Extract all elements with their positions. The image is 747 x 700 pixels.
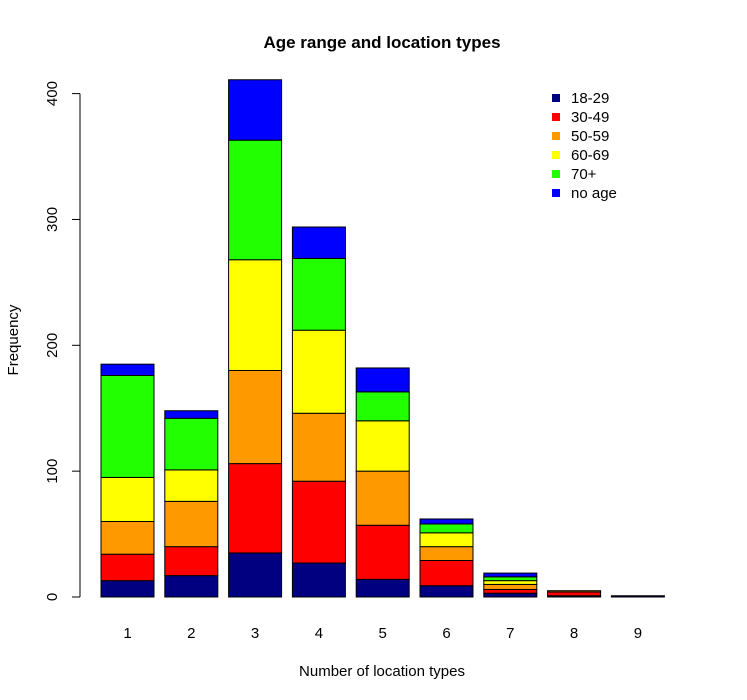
- bar-segment-70+-cat-4: [291, 257, 346, 331]
- x-tick-label: 9: [634, 625, 642, 642]
- bar-segment-50-59-cat-6: [419, 546, 474, 562]
- bar-segment-30-49-cat-5: [355, 524, 410, 580]
- x-tick-label: 1: [123, 625, 131, 642]
- bar-segment-70+-cat-1: [100, 375, 155, 478]
- bar-segment-70+-cat-7: [483, 576, 538, 582]
- bar-segment-30-49-cat-8: [547, 591, 602, 597]
- bar-segment-60-69-cat-3: [228, 259, 283, 371]
- legend-swatch: [552, 94, 560, 102]
- bar-segment-60-69-cat-7: [483, 580, 538, 585]
- legend-swatch: [552, 189, 560, 197]
- x-axis-label: Number of location types: [299, 663, 465, 680]
- bar-segment-no-age-cat-6: [419, 518, 474, 525]
- bar-segment-no-age-cat-4: [291, 226, 346, 259]
- bars-group: [100, 79, 665, 598]
- y-tick-label: 200: [44, 333, 61, 358]
- bar-segment-18-29-cat-7: [483, 592, 538, 598]
- y-tick-label: 100: [44, 459, 61, 484]
- bar-segment-70+-cat-6: [419, 523, 474, 534]
- bar-segment-60-69-cat-4: [291, 329, 346, 414]
- bar-segment-18-29-cat-3: [228, 552, 283, 598]
- bar-segment-50-59-cat-8: [547, 590, 602, 593]
- bar-segment-70+-cat-3: [228, 139, 283, 261]
- y-tick-label: 400: [44, 81, 61, 106]
- x-tick-label: 2: [187, 625, 195, 642]
- legend-entry: 18-29: [571, 90, 609, 107]
- legend: 18-29 30-49 50-59 60-69 70+ no age: [552, 90, 617, 202]
- bar-segment-50-59-cat-7: [483, 583, 538, 590]
- chart-title: Age range and location types: [263, 33, 500, 52]
- legend-entry: 30-49: [571, 109, 609, 126]
- bar-segment-18-29-cat-2: [164, 575, 219, 598]
- bar-segment-18-29-cat-1: [100, 580, 155, 598]
- bar-segment-50-59-cat-5: [355, 470, 410, 526]
- legend-swatch: [552, 151, 560, 159]
- x-tick-label: 3: [251, 625, 259, 642]
- bar-segment-18-29-cat-4: [291, 562, 346, 598]
- bar-segment-30-49-cat-7: [483, 588, 538, 594]
- y-axis-label: Frequency: [5, 304, 22, 375]
- bar-segment-30-49-cat-3: [228, 463, 283, 554]
- bar-segment-50-59-cat-2: [164, 500, 219, 548]
- bar-segment-30-49-cat-4: [291, 480, 346, 564]
- x-tick-label: 6: [442, 625, 450, 642]
- legend-entry: no age: [571, 185, 617, 202]
- y-tick-label: 0: [44, 593, 61, 601]
- bar-segment-60-69-cat-1: [100, 476, 155, 522]
- bar-segment-no-age-cat-1: [100, 363, 155, 377]
- legend-swatch: [552, 113, 560, 121]
- bar-segment-30-49-cat-1: [100, 553, 155, 582]
- legend-swatch: [552, 132, 560, 140]
- legend-entry: 60-69: [571, 147, 609, 164]
- legend-entry: 70+: [571, 166, 597, 183]
- bar-segment-70+-cat-2: [164, 417, 219, 471]
- bar-segment-18-29-cat-9: [610, 595, 665, 598]
- y-tick-label: 300: [44, 207, 61, 232]
- legend-swatch: [552, 170, 560, 178]
- bar-segment-60-69-cat-5: [355, 420, 410, 472]
- bar-segment-30-49-cat-2: [164, 546, 219, 577]
- y-axis: 0 100 200 300 400: [44, 81, 81, 601]
- bar-segment-70+-cat-5: [355, 391, 410, 422]
- bar-segment-no-age-cat-3: [228, 79, 283, 141]
- bar-segment-30-49-cat-6: [419, 560, 474, 587]
- bar-segment-60-69-cat-2: [164, 469, 219, 502]
- bar-segment-50-59-cat-3: [228, 369, 283, 465]
- x-tick-label: 5: [379, 625, 387, 642]
- bar-segment-60-69-cat-6: [419, 532, 474, 548]
- bar-segment-50-59-cat-4: [291, 412, 346, 482]
- bar-segment-50-59-cat-1: [100, 520, 155, 555]
- x-tick-labels: 1 2 3 4 5 6 7 8 9: [123, 625, 642, 642]
- bar-segment-18-29-cat-5: [355, 578, 410, 598]
- bar-segment-no-age-cat-5: [355, 367, 410, 393]
- bar-segment-no-age-cat-7: [483, 572, 538, 578]
- x-tick-label: 8: [570, 625, 578, 642]
- x-tick-label: 4: [315, 625, 323, 642]
- legend-entry: 50-59: [571, 128, 609, 145]
- bar-segment-18-29-cat-6: [419, 585, 474, 598]
- bar-segment-no-age-cat-2: [164, 410, 219, 419]
- x-tick-label: 7: [506, 625, 514, 642]
